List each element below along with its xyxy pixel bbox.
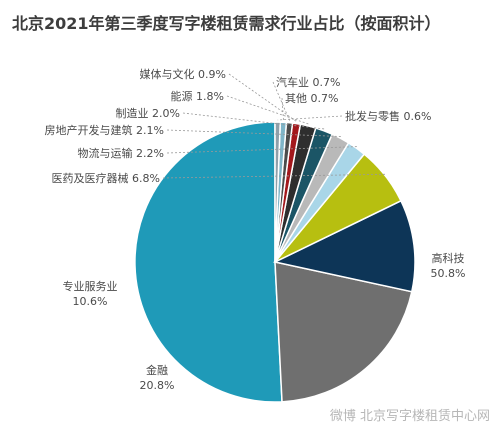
slice-label: 房地产开发与建筑 2.1% — [45, 123, 164, 137]
leader-line — [281, 97, 284, 121]
slice-value-label: 10.6% — [73, 295, 108, 308]
slice-label: 汽车业 0.7% — [276, 75, 340, 89]
pie-slice — [274, 121, 282, 263]
leader-line — [166, 129, 342, 137]
slice-label: 制造业 2.0% — [116, 106, 180, 120]
slice-label: 金融 — [146, 363, 168, 377]
slice-label: 其他 0.7% — [285, 92, 338, 105]
leader-line — [277, 115, 343, 121]
slice-label: 能源 1.8% — [171, 89, 224, 103]
slice-label: 物流与运输 2.2% — [78, 146, 164, 160]
chart-title: 北京2021年第三季度写字楼租赁需求行业占比（按面积计） — [12, 14, 441, 33]
watermark: 微博 北京写字楼租赁中心网 — [329, 409, 490, 424]
slice-label: 医药及医疗器械 6.8% — [52, 171, 160, 185]
leader-line — [272, 81, 291, 121]
pie-slice — [134, 121, 283, 403]
slice-value-label: 50.8% — [431, 267, 466, 280]
slice-label: 专业服务业 — [63, 279, 118, 293]
pie-slice — [274, 261, 413, 403]
leader-line — [162, 173, 387, 179]
slice-label: 媒体与文化 0.9% — [140, 67, 226, 81]
slice-label: 批发与零售 0.6% — [345, 109, 431, 123]
pie-slice — [272, 199, 416, 293]
slice-value-label: 20.8% — [140, 379, 175, 392]
slice-label: 高科技 — [432, 251, 465, 265]
leader-line — [228, 73, 298, 123]
